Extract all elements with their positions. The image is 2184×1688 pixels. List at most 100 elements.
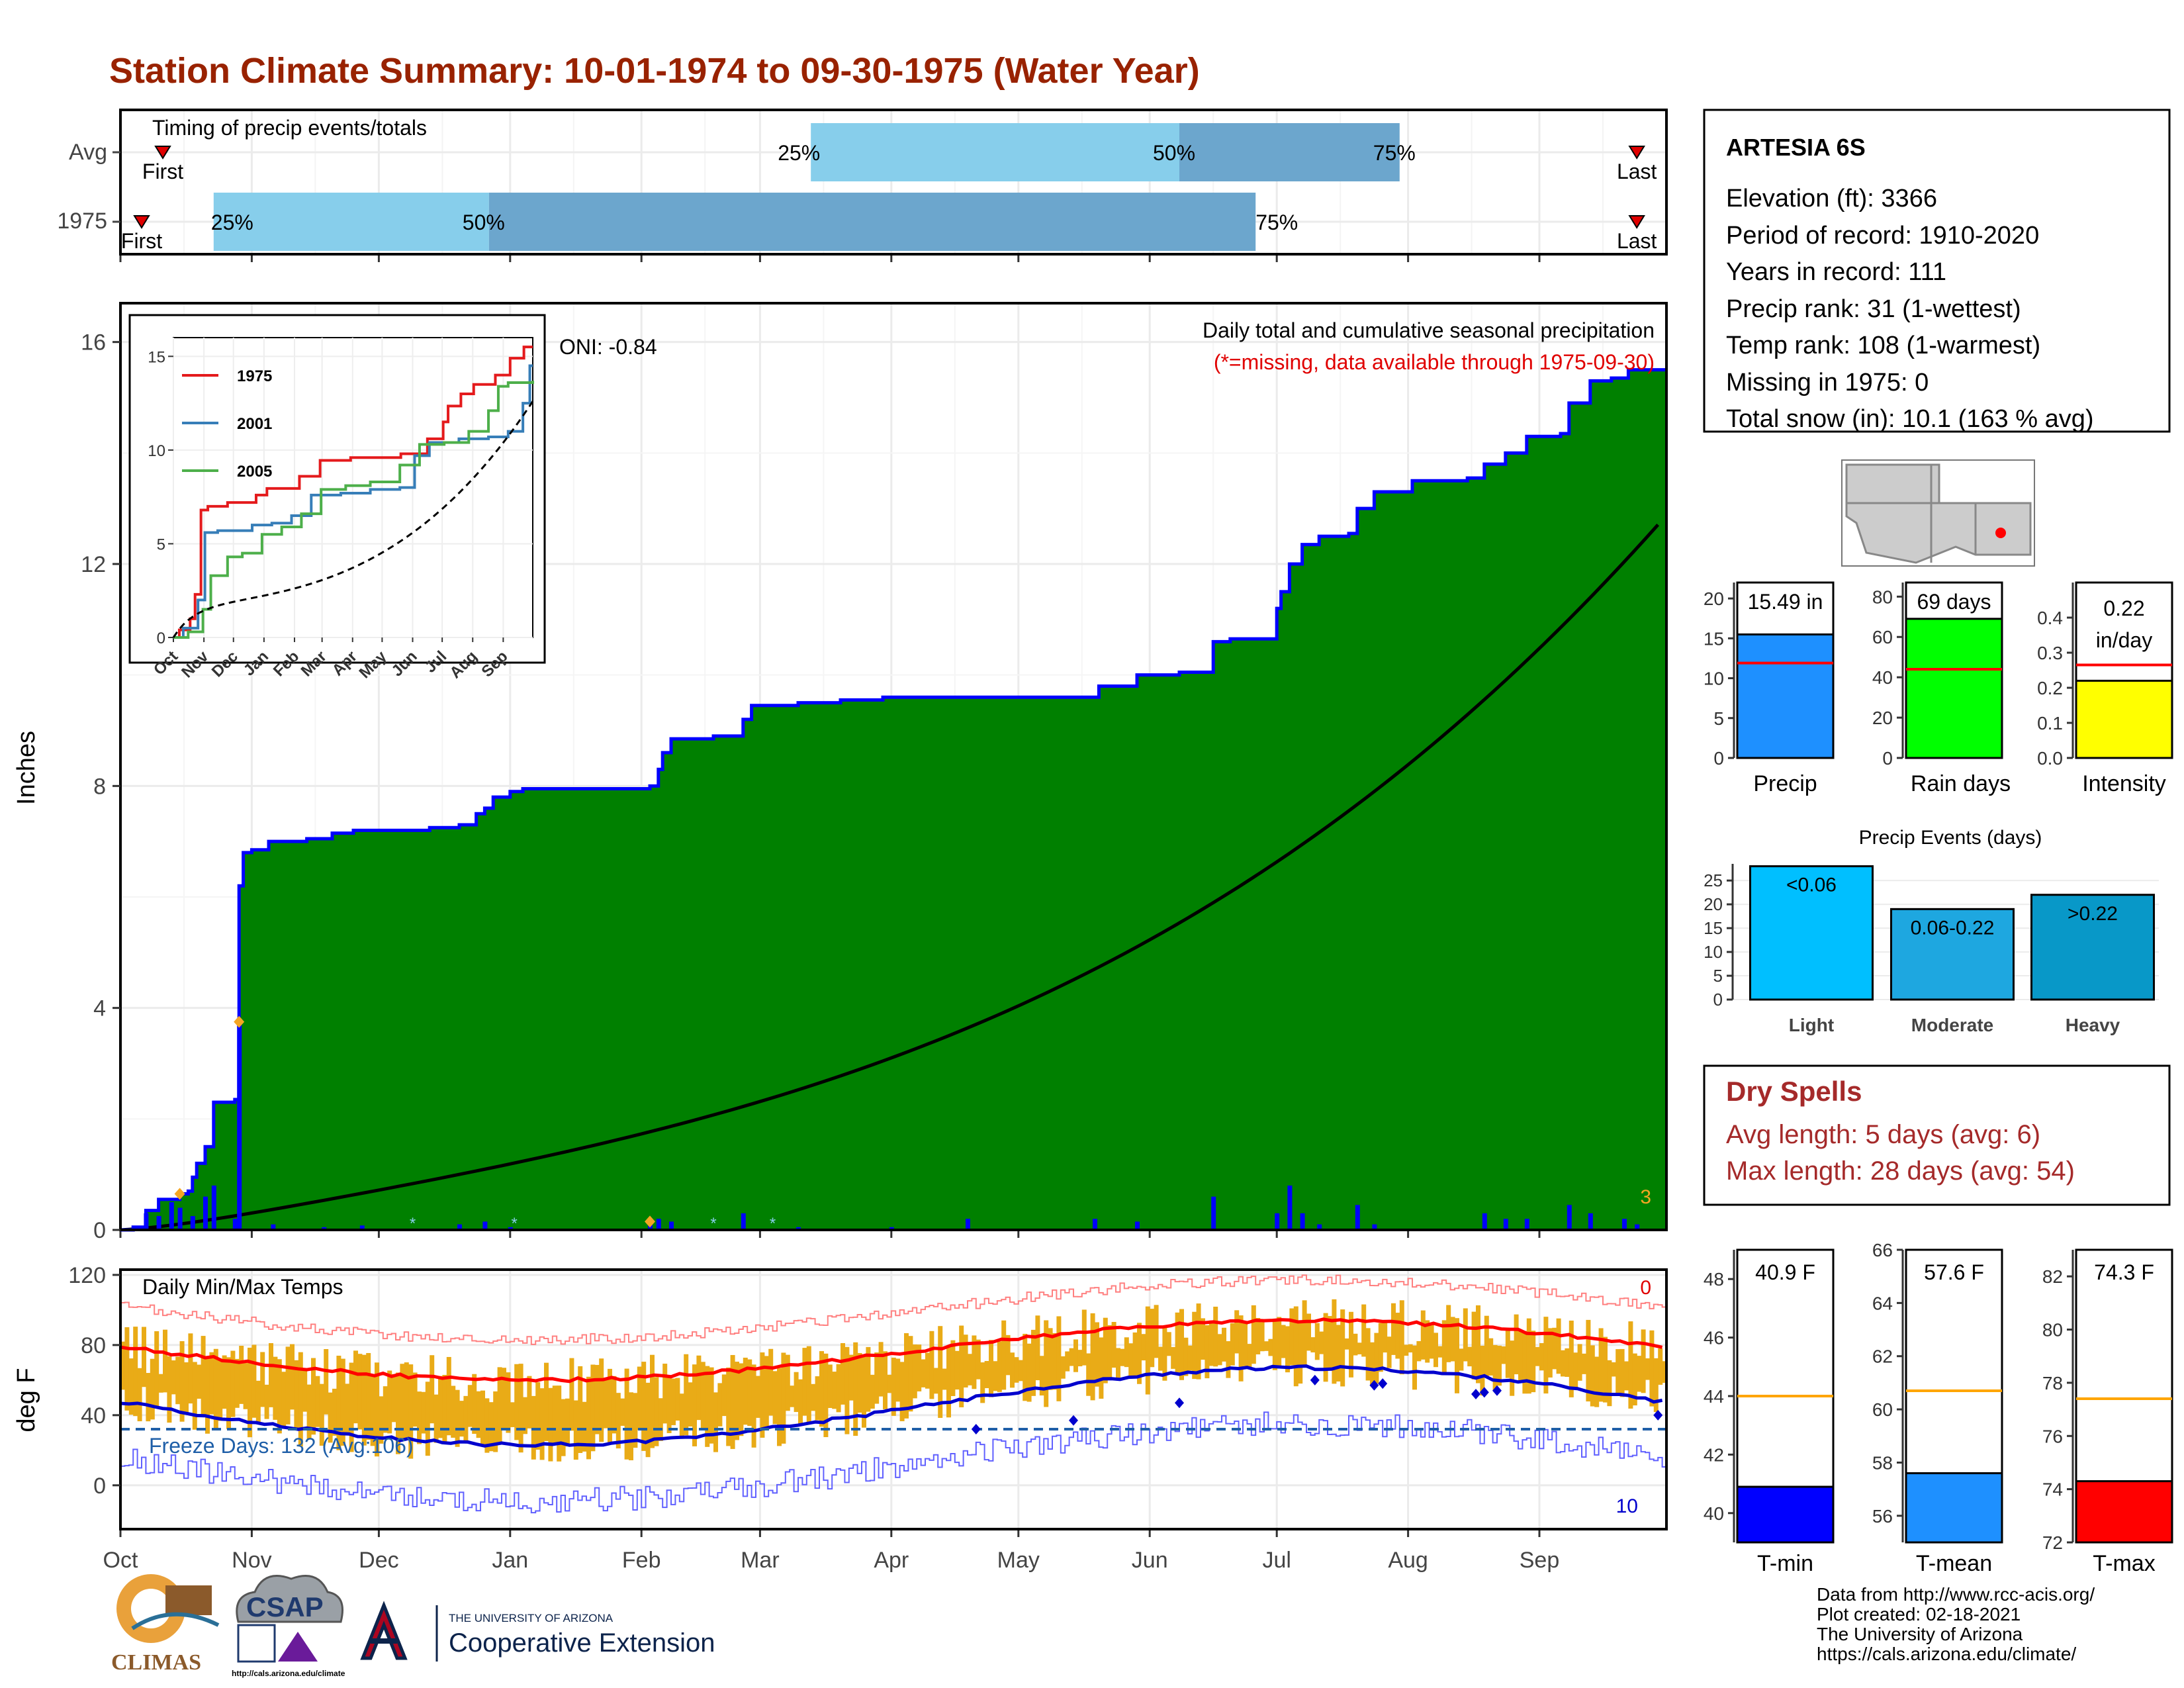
- daily-temp-bar: [1111, 1322, 1116, 1368]
- daily-temp-bar: [561, 1399, 566, 1456]
- daily-temp-bar: [938, 1326, 943, 1418]
- daily-temp-bar: [1450, 1317, 1455, 1362]
- daily-temp-bar: [1116, 1348, 1120, 1380]
- daily-temp-bar: [612, 1376, 617, 1434]
- inset-legend-label: 2005: [237, 463, 272, 481]
- summary-category-label: Rain days: [1911, 771, 2011, 796]
- daily-temp-bar: [128, 1358, 134, 1415]
- daily-temp-bar: [963, 1335, 968, 1388]
- precip-note: Daily total and cumulative seasonal prec…: [1203, 318, 1655, 342]
- daily-precip-bar: [889, 1227, 894, 1230]
- missing-marker: *: [770, 1215, 776, 1233]
- summary-bar-charts: 0 5 10 15 20 15.49 in Precip 0 20 40 60 80 69 days Ra…: [1704, 581, 2173, 796]
- events-category-label: Moderate: [1911, 1015, 1993, 1035]
- daily-temp-bar: [205, 1358, 210, 1434]
- daily-temp-bar: [400, 1364, 405, 1441]
- tbar-ytick-label: 46: [1704, 1328, 1724, 1348]
- month-label: Sep: [1520, 1548, 1560, 1573]
- daily-temp-bar: [692, 1364, 697, 1446]
- daily-temp-bar: [1039, 1356, 1044, 1396]
- page-title: Station Climate Summary: 10-01-1974 to 0…: [109, 51, 1200, 91]
- record-low-marker: [1492, 1385, 1502, 1396]
- daily-temp-bar: [1081, 1309, 1087, 1366]
- daily-temp-bar: [1531, 1331, 1536, 1393]
- tbar-ytick-label: 56: [1872, 1506, 1893, 1526]
- daily-precip-bar: [1275, 1213, 1280, 1230]
- tbar-ytick-label: 82: [2042, 1266, 2063, 1287]
- daily-temp-bar: [408, 1364, 414, 1459]
- daily-temp-bar: [311, 1358, 316, 1435]
- record-low-marker: [1471, 1389, 1480, 1400]
- daily-temp-bar: [1319, 1331, 1324, 1354]
- summary-ytick-label: 20: [1704, 588, 1724, 609]
- daily-temp-bar: [1539, 1342, 1544, 1371]
- daily-temp-bar: [1586, 1319, 1591, 1402]
- daily-temp-bar: [150, 1358, 155, 1420]
- daily-temp-bar: [1044, 1320, 1049, 1407]
- climas-logo-text: CLIMAS: [111, 1650, 201, 1675]
- station-name: ARTESIA 6S: [1726, 134, 1866, 161]
- daily-temp-bar: [137, 1368, 142, 1422]
- daily-temp-bar: [463, 1395, 469, 1442]
- daily-precip-bar: [1635, 1224, 1640, 1230]
- daily-temp-bar: [1302, 1300, 1307, 1367]
- events-bar-label: 0.06-0.22: [1911, 917, 1995, 939]
- daily-temp-bar: [696, 1355, 702, 1421]
- daily-temp-bar: [1103, 1317, 1108, 1383]
- daily-temp-bar: [1323, 1313, 1328, 1382]
- summary-ytick-label: 60: [1872, 627, 1893, 647]
- daily-temp-bar: [921, 1359, 926, 1387]
- normal-precip-line: [120, 524, 1660, 1232]
- summary-ytick-label: 0.3: [2037, 643, 2063, 663]
- daily-temp-bar: [188, 1333, 193, 1404]
- daily-temp-bar: [1484, 1315, 1489, 1376]
- daily-temp-bar: [1230, 1323, 1235, 1366]
- daily-temp-bar: [510, 1402, 515, 1427]
- daily-temp-bar: [1387, 1336, 1392, 1368]
- summary-value-label: 69 days: [1917, 590, 1991, 614]
- daily-temp-bar: [1162, 1325, 1167, 1381]
- precip-ylabel: Inches: [13, 731, 40, 805]
- events-bar-Moderate: [1890, 908, 2015, 1001]
- dry-spells-max: Max length: 28 days (avg: 54): [1726, 1156, 2075, 1186]
- first-event-marker: [133, 215, 150, 229]
- daily-temp-bar: [887, 1374, 892, 1393]
- record-low-marker: [1175, 1397, 1184, 1409]
- daily-temp-bar: [743, 1357, 748, 1425]
- tbar-value-label: 74.3 F: [2094, 1260, 2154, 1284]
- daily-temp-bar: [760, 1352, 765, 1438]
- events-category-label: Heavy: [2066, 1015, 2120, 1035]
- month-label: Jul: [1262, 1548, 1291, 1573]
- tbar-value-label: 57.6 F: [1924, 1260, 1984, 1284]
- daily-precip-bar: [741, 1213, 746, 1230]
- tbar-ytick-label: 44: [1704, 1386, 1724, 1407]
- events-bar-label: >0.22: [2068, 903, 2118, 925]
- daily-temp-bar: [841, 1343, 845, 1405]
- daily-temp-bar: [1187, 1345, 1193, 1371]
- university-of-arizona-logo: THE UNIVERSITY OF ARIZONA Cooperative Ex…: [360, 1601, 715, 1662]
- daily-temp-bar: [438, 1376, 443, 1438]
- daily-precip-bar: [669, 1221, 674, 1230]
- daily-precip-bar: [1211, 1196, 1216, 1230]
- daily-temp-bar: [285, 1346, 291, 1425]
- credit-line: Plot created: 02-18-2021: [1817, 1604, 2021, 1624]
- inset-ytick-label: 10: [148, 442, 165, 460]
- missing-marker: *: [512, 1215, 518, 1233]
- daily-temp-bar: [1001, 1320, 1007, 1390]
- daily-temp-bar: [417, 1391, 422, 1444]
- record-low-line: [120, 1411, 1666, 1514]
- tbar-ytick-label: 78: [2042, 1373, 2063, 1393]
- daily-temp-bar: [739, 1363, 744, 1436]
- temp-panel: 0 40 80 120 deg F Daily Min/Max Temps Freez…: [13, 1263, 1668, 1573]
- daily-temp-bar: [1518, 1330, 1523, 1383]
- tbar-category-label: T-mean: [1916, 1551, 1992, 1576]
- summary-ytick-label: 40: [1872, 667, 1893, 688]
- daily-temp-bar: [959, 1325, 964, 1407]
- precip-ytick-label: 16: [81, 330, 106, 355]
- daily-temp-bar: [1023, 1333, 1028, 1401]
- daily-precip-bar: [796, 1227, 801, 1230]
- daily-temp-bar: [273, 1356, 278, 1420]
- daily-temp-bar: [1336, 1325, 1341, 1382]
- daily-temp-bar: [472, 1374, 477, 1434]
